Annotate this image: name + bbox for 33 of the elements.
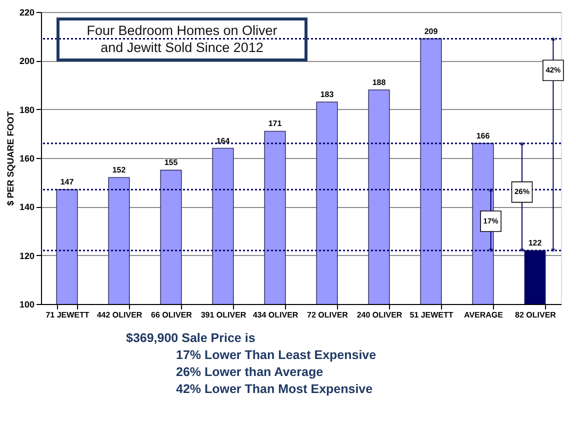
y-tick-label: 200 xyxy=(19,56,34,66)
data-label: 152 xyxy=(112,165,126,174)
y-tick-label: 220 xyxy=(19,8,34,18)
y-tick-label: 160 xyxy=(19,154,34,164)
x-tick-label: 72 OLIVER xyxy=(307,310,348,320)
y-tick-label: 100 xyxy=(19,300,34,310)
y-tick-label: 120 xyxy=(19,250,34,261)
data-label: 209 xyxy=(424,26,438,36)
data-label: 164 xyxy=(216,136,230,146)
y-axis-title: $ PER SQUARE FOOT xyxy=(5,110,16,206)
x-tick-label: 71 JEWETT xyxy=(46,310,90,320)
data-label: 171 xyxy=(268,119,282,128)
data-label: 166 xyxy=(476,131,490,140)
data-label: 122 xyxy=(528,238,542,248)
data-label: 155 xyxy=(164,158,178,168)
x-tick-label: 391 OLIVER xyxy=(200,310,246,320)
x-tick-label: AVERAGE xyxy=(464,310,504,320)
y-tick-label: 140 xyxy=(19,202,34,212)
text: Four Bedroom Homes on Oliver and Jewitt Sold Since 2012 xyxy=(86,23,278,55)
text: 42% Lower Than Most Expensive xyxy=(176,382,373,396)
x-tick-label: 66 OLIVER xyxy=(151,310,192,320)
x-tick-label: 240 OLIVER xyxy=(356,310,402,320)
data-label: 147 xyxy=(60,178,74,187)
text: 17% Lower Than Least Expensive xyxy=(176,348,376,362)
x-tick-label: 442 OLIVER xyxy=(96,310,142,320)
y-tick-label: 180 xyxy=(19,104,34,115)
x-tick-label: 82 OLIVER xyxy=(515,310,556,320)
text: $369,900 Sale Price is xyxy=(126,331,256,345)
data-label: 188 xyxy=(372,78,386,87)
x-tick-label: 434 OLIVER xyxy=(252,310,298,320)
x-tick-label: 51 JEWETT xyxy=(410,310,454,320)
text: 26% Lower than Average xyxy=(176,365,324,379)
data-label: 183 xyxy=(320,90,334,100)
